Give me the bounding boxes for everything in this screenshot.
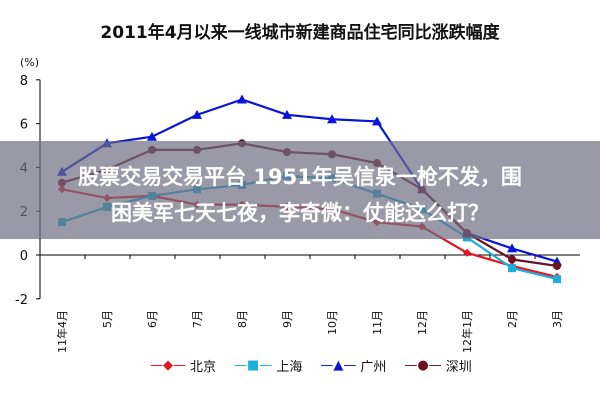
- y-tick-label: -2: [15, 293, 28, 308]
- legend-item: —●— 深圳: [404, 356, 471, 375]
- y-tick-label: 6: [20, 118, 28, 133]
- data-point: [147, 131, 157, 141]
- x-tick-label: 7月: [191, 310, 204, 328]
- data-point: [372, 116, 382, 126]
- data-point: [327, 114, 337, 124]
- legend-item: —◆— 北京: [150, 356, 216, 375]
- legend-label: 北京: [190, 360, 217, 375]
- x-tick-label: 3月: [551, 310, 564, 328]
- y-axis-label: (%): [20, 56, 39, 69]
- x-tick-label: 11月: [371, 310, 384, 335]
- x-tick-label: 11年4月: [55, 310, 69, 353]
- data-point: [553, 261, 561, 270]
- x-tick-label: 6月: [146, 310, 159, 328]
- x-tick-label: 12年1月: [460, 310, 474, 353]
- overlay-line-1: 股票交易交易平台 1951年吴信泉一枪不发，围: [78, 165, 522, 189]
- x-tick-label: 2月: [506, 310, 519, 328]
- x-tick-label: 5月: [101, 310, 114, 328]
- x-tick-label: 8月: [236, 310, 249, 328]
- overlay-line-2: 困美军七天七夜，李奇微：仗能这么打？: [111, 201, 489, 225]
- x-tick-label: 9月: [281, 310, 294, 328]
- data-point: [507, 243, 517, 253]
- legend-marker-icon: —●—: [404, 358, 442, 373]
- legend-label: 广州: [360, 360, 387, 375]
- data-point: [508, 255, 516, 264]
- legend-marker-icon: —■—: [234, 358, 273, 373]
- chart-title: 2011年4月以来一线城市新建商品住宅同比涨跌幅度: [100, 23, 500, 43]
- legend-label: 上海: [276, 360, 303, 375]
- x-tick-label: 12月: [416, 310, 429, 335]
- data-point: [508, 264, 516, 273]
- overlay-headline[interactable]: 股票交易交易平台 1951年吴信泉一枪不发，围 困美军七天七夜，李奇微：仗能这么…: [20, 159, 580, 231]
- overlay-banner: [0, 141, 600, 239]
- data-point: [553, 275, 561, 284]
- legend-marker-icon: —◆—: [150, 358, 186, 373]
- legend-item: —■— 上海: [234, 356, 302, 375]
- y-tick-label: 8: [20, 74, 28, 89]
- x-tick-label: 10月: [326, 310, 339, 335]
- data-point: [237, 94, 247, 104]
- legend-marker-icon: —▲—: [320, 358, 357, 373]
- data-point: [282, 109, 292, 119]
- legend-label: 深圳: [445, 360, 472, 375]
- legend: —◆— 北京 —■— 上海 —▲— 广州 —●— 深圳: [150, 356, 472, 375]
- data-point: [192, 109, 202, 119]
- y-tick-label: 0: [20, 249, 28, 264]
- data-point: [463, 248, 471, 257]
- legend-item: —▲— 广州: [320, 356, 386, 375]
